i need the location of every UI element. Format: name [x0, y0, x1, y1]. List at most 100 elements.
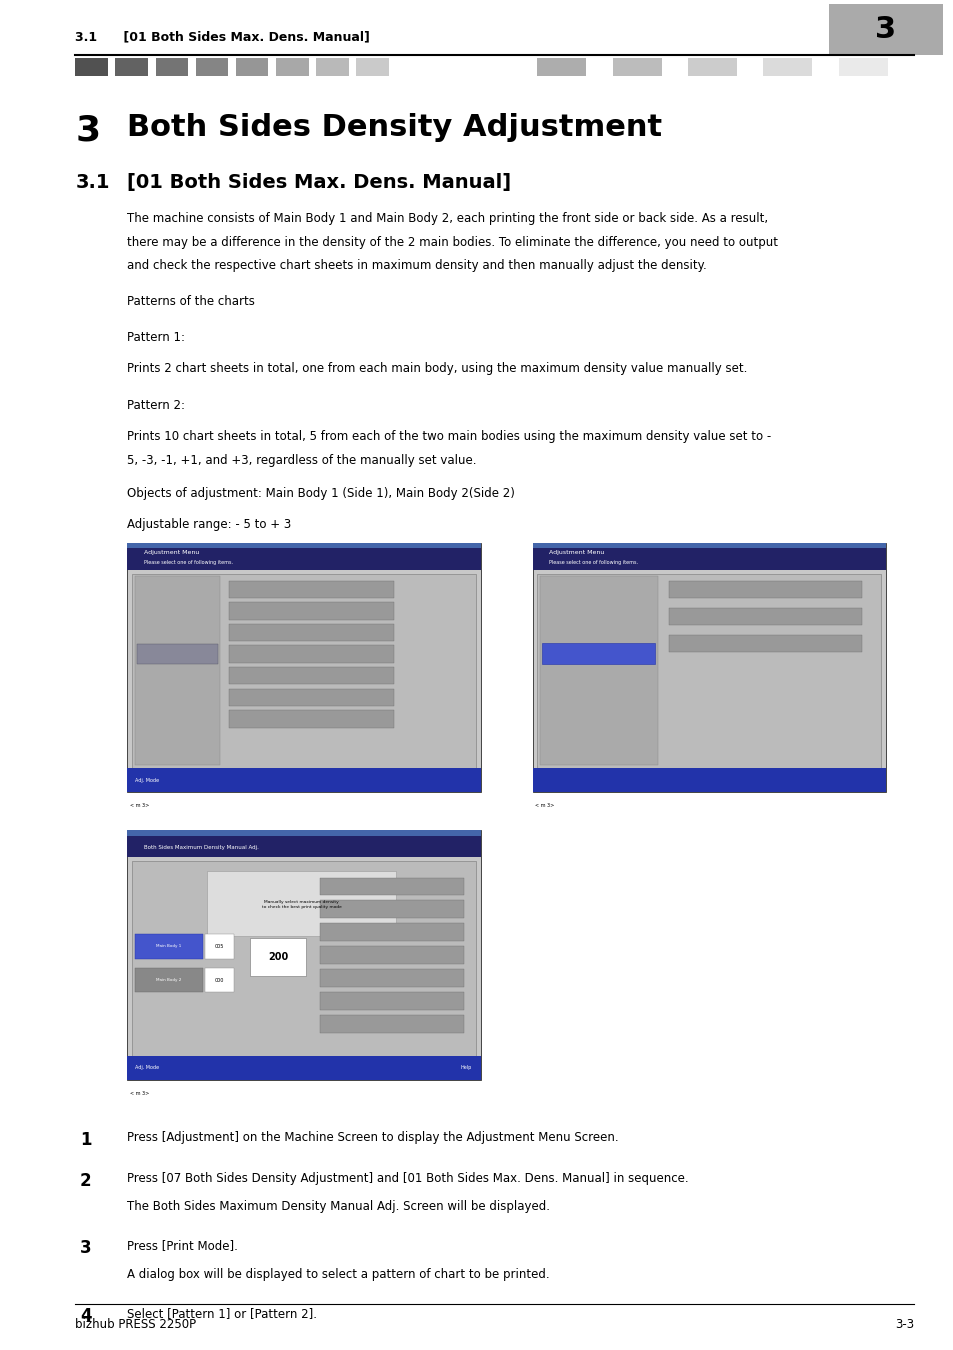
Bar	[320, 923, 463, 941]
Text: Help: Help	[459, 1065, 471, 1071]
Bar	[539, 576, 658, 765]
Bar	[132, 574, 476, 768]
Bar	[134, 968, 202, 992]
Bar	[127, 768, 480, 792]
Text: Adj. Mode: Adj. Mode	[134, 778, 159, 783]
Bar	[668, 580, 862, 598]
Text: < m 3>: < m 3>	[535, 803, 554, 809]
Text: [01 Both Sides Max. Dens. Manual]: [01 Both Sides Max. Dens. Manual]	[127, 173, 511, 192]
Bar	[127, 830, 480, 1080]
Bar	[315, 58, 348, 76]
Text: 3.1: 3.1	[75, 173, 110, 192]
Text: Adjustable range: - 5 to + 3: Adjustable range: - 5 to + 3	[127, 518, 292, 532]
Text: Press [07 Both Sides Density Adjustment] and [01 Both Sides Max. Dens. Manual] i: Press [07 Both Sides Density Adjustment]…	[127, 1172, 688, 1185]
Text: 3: 3	[875, 15, 896, 45]
Text: 1: 1	[80, 1131, 91, 1149]
Bar	[250, 938, 306, 976]
Bar	[235, 58, 268, 76]
Bar	[541, 643, 655, 664]
Bar	[229, 624, 394, 641]
Bar	[532, 543, 885, 548]
Bar	[537, 58, 586, 76]
Bar	[532, 543, 885, 792]
Text: 000: 000	[214, 977, 224, 983]
Text: Adjustment Menu: Adjustment Menu	[549, 549, 604, 555]
Text: Press [Print Mode].: Press [Print Mode].	[127, 1239, 238, 1253]
Text: Both Sides Density Adjustment: Both Sides Density Adjustment	[127, 113, 661, 142]
Bar	[762, 58, 812, 76]
Text: Patterns of the charts: Patterns of the charts	[127, 294, 254, 308]
Text: Pattern 2:: Pattern 2:	[127, 400, 185, 412]
Bar	[320, 946, 463, 964]
Bar	[532, 768, 885, 792]
Text: Please select one of following items.: Please select one of following items.	[549, 560, 638, 566]
Text: 200: 200	[268, 952, 288, 963]
Text: Please select one of following items.: Please select one of following items.	[144, 560, 233, 566]
Text: < m 3>: < m 3>	[130, 803, 150, 809]
Text: The Both Sides Maximum Density Manual Adj. Screen will be displayed.: The Both Sides Maximum Density Manual Ad…	[127, 1200, 550, 1214]
Text: Both Sides Maximum Density Manual Adj.: Both Sides Maximum Density Manual Adj.	[144, 845, 259, 850]
Bar	[127, 830, 480, 836]
Bar	[229, 710, 394, 728]
Text: Main Body 2: Main Body 2	[156, 979, 181, 981]
Bar	[205, 968, 233, 992]
Bar	[355, 58, 388, 76]
Bar	[229, 688, 394, 706]
Text: bizhub PRESS 2250P: bizhub PRESS 2250P	[75, 1318, 196, 1331]
Bar	[320, 900, 463, 918]
Text: < m 3>: < m 3>	[130, 1091, 150, 1096]
Bar	[132, 861, 476, 1056]
Bar	[320, 969, 463, 987]
Text: and check the respective chart sheets in maximum density and then manually adjus: and check the respective chart sheets in…	[127, 259, 706, 273]
Text: The machine consists of Main Body 1 and Main Body 2, each printing the front sid: The machine consists of Main Body 1 and …	[127, 212, 767, 225]
Text: Pattern 1:: Pattern 1:	[127, 332, 185, 344]
Bar	[687, 58, 737, 76]
Text: Select [Pattern 1] or [Pattern 2].: Select [Pattern 1] or [Pattern 2].	[127, 1307, 317, 1320]
Bar	[668, 634, 862, 652]
Text: Manually select maximum density
to check the best print quality mode: Manually select maximum density to check…	[261, 900, 341, 909]
Bar	[136, 644, 217, 664]
Bar	[532, 543, 885, 570]
Bar	[320, 992, 463, 1010]
Text: Prints 2 chart sheets in total, one from each main body, using the maximum densi: Prints 2 chart sheets in total, one from…	[127, 362, 747, 375]
Bar	[127, 543, 480, 792]
Bar	[320, 1015, 463, 1033]
Bar	[134, 934, 202, 958]
Text: Main Body 1: Main Body 1	[156, 945, 181, 948]
Bar	[612, 58, 661, 76]
Text: 3: 3	[80, 1239, 91, 1257]
Bar	[127, 1056, 480, 1080]
Bar	[838, 58, 887, 76]
Bar	[320, 878, 463, 895]
Bar	[195, 58, 228, 76]
Text: 005: 005	[214, 944, 224, 949]
Bar	[229, 667, 394, 684]
Text: 2: 2	[80, 1172, 91, 1189]
Bar	[127, 543, 480, 570]
Text: Prints 10 chart sheets in total, 5 from each of the two main bodies using the ma: Prints 10 chart sheets in total, 5 from …	[127, 429, 771, 443]
Bar	[155, 58, 188, 76]
Bar	[75, 58, 108, 76]
Bar	[828, 4, 942, 55]
Bar	[537, 574, 881, 768]
Text: 3.1      [01 Both Sides Max. Dens. Manual]: 3.1 [01 Both Sides Max. Dens. Manual]	[75, 30, 370, 43]
Bar	[205, 934, 233, 958]
Text: Press [Adjustment] on the Machine Screen to display the Adjustment Menu Screen.: Press [Adjustment] on the Machine Screen…	[127, 1131, 618, 1145]
Bar	[229, 580, 394, 598]
Bar	[127, 543, 480, 548]
Text: Adjustment Menu: Adjustment Menu	[144, 549, 199, 555]
Text: there may be a difference in the density of the 2 main bodies. To eliminate the : there may be a difference in the density…	[127, 236, 778, 248]
Bar	[229, 645, 394, 663]
Text: 3-3: 3-3	[894, 1318, 913, 1331]
Bar	[275, 58, 308, 76]
Text: A dialog box will be displayed to select a pattern of chart to be printed.: A dialog box will be displayed to select…	[127, 1268, 549, 1281]
Text: Adj. Mode: Adj. Mode	[134, 1065, 159, 1071]
Bar	[668, 608, 862, 625]
Bar	[127, 836, 480, 857]
Bar	[229, 602, 394, 620]
Text: 3: 3	[75, 113, 100, 147]
Bar	[207, 871, 395, 936]
Bar	[134, 576, 219, 765]
Bar	[115, 58, 148, 76]
Text: Objects of adjustment: Main Body 1 (Side 1), Main Body 2(Side 2): Objects of adjustment: Main Body 1 (Side…	[127, 487, 515, 501]
